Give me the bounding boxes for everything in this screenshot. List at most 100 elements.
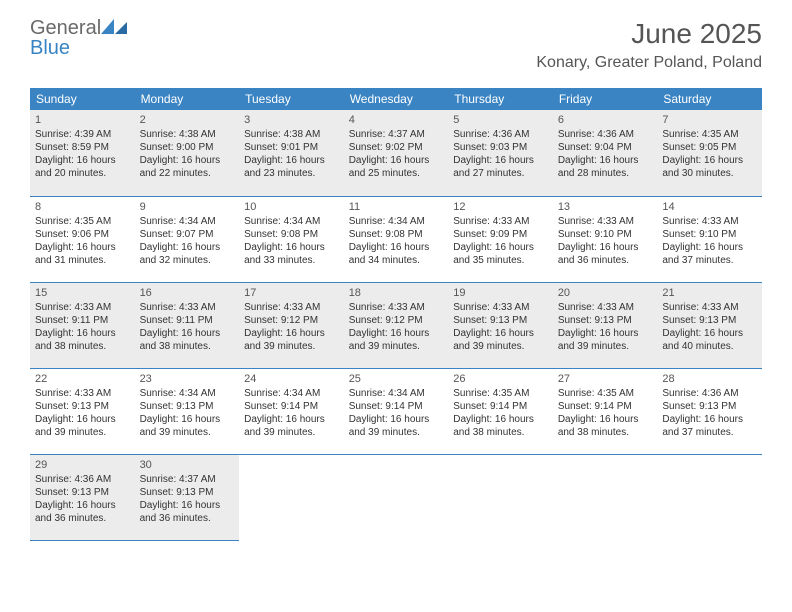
day-info-line: Daylight: 16 hours <box>558 413 653 426</box>
day-info: Sunrise: 4:39 AMSunset: 8:59 PMDaylight:… <box>35 128 130 180</box>
day-cell: 14Sunrise: 4:33 AMSunset: 9:10 PMDayligh… <box>657 196 762 282</box>
day-info-line: Sunset: 9:13 PM <box>558 314 653 327</box>
day-cell: 20Sunrise: 4:33 AMSunset: 9:13 PMDayligh… <box>553 282 658 368</box>
day-info-line: and 39 minutes. <box>558 340 653 353</box>
day-info: Sunrise: 4:34 AMSunset: 9:14 PMDaylight:… <box>349 387 444 439</box>
day-info-line: and 39 minutes. <box>349 340 444 353</box>
day-number: 20 <box>558 286 653 300</box>
day-info-line: and 32 minutes. <box>140 254 235 267</box>
calendar-week-row: 15Sunrise: 4:33 AMSunset: 9:11 PMDayligh… <box>30 282 762 368</box>
day-info-line: and 39 minutes. <box>349 426 444 439</box>
day-info-line: and 25 minutes. <box>349 167 444 180</box>
day-number: 12 <box>453 200 548 214</box>
day-info-line: Sunset: 9:03 PM <box>453 141 548 154</box>
day-info-line: Sunset: 9:06 PM <box>35 228 130 241</box>
day-info-line: Daylight: 16 hours <box>35 327 130 340</box>
day-info-line: Daylight: 16 hours <box>244 241 339 254</box>
day-info-line: Sunset: 9:00 PM <box>140 141 235 154</box>
day-info: Sunrise: 4:34 AMSunset: 9:08 PMDaylight:… <box>349 215 444 267</box>
day-cell: 3Sunrise: 4:38 AMSunset: 9:01 PMDaylight… <box>239 110 344 196</box>
day-cell: 5Sunrise: 4:36 AMSunset: 9:03 PMDaylight… <box>448 110 553 196</box>
day-cell: 30Sunrise: 4:37 AMSunset: 9:13 PMDayligh… <box>135 454 240 540</box>
day-info-line: Daylight: 16 hours <box>140 241 235 254</box>
day-info-line: and 39 minutes. <box>140 426 235 439</box>
empty-cell <box>448 454 553 540</box>
day-info-line: Sunrise: 4:33 AM <box>662 301 757 314</box>
calendar-week-row: 29Sunrise: 4:36 AMSunset: 9:13 PMDayligh… <box>30 454 762 540</box>
calendar-header-row: SundayMondayTuesdayWednesdayThursdayFrid… <box>30 88 762 110</box>
day-info-line: Sunset: 9:08 PM <box>244 228 339 241</box>
day-header: Monday <box>135 88 240 110</box>
day-number: 16 <box>140 286 235 300</box>
day-info-line: Sunrise: 4:33 AM <box>453 301 548 314</box>
day-info-line: Sunset: 9:13 PM <box>140 486 235 499</box>
day-info-line: Sunset: 9:12 PM <box>349 314 444 327</box>
day-info-line: Daylight: 16 hours <box>244 413 339 426</box>
day-info-line: and 31 minutes. <box>35 254 130 267</box>
day-info-line: Daylight: 16 hours <box>662 327 757 340</box>
location: Konary, Greater Poland, Poland <box>536 54 762 72</box>
day-cell: 10Sunrise: 4:34 AMSunset: 9:08 PMDayligh… <box>239 196 344 282</box>
empty-cell <box>239 454 344 540</box>
calendar-body: 1Sunrise: 4:39 AMSunset: 8:59 PMDaylight… <box>30 110 762 540</box>
day-info-line: Sunset: 9:10 PM <box>662 228 757 241</box>
day-info-line: Daylight: 16 hours <box>140 413 235 426</box>
logo-general: General <box>30 17 101 39</box>
day-info: Sunrise: 4:33 AMSunset: 9:13 PMDaylight:… <box>35 387 130 439</box>
calendar-week-row: 22Sunrise: 4:33 AMSunset: 9:13 PMDayligh… <box>30 368 762 454</box>
day-info: Sunrise: 4:33 AMSunset: 9:13 PMDaylight:… <box>558 301 653 353</box>
day-info: Sunrise: 4:36 AMSunset: 9:04 PMDaylight:… <box>558 128 653 180</box>
day-info-line: Sunrise: 4:37 AM <box>349 128 444 141</box>
day-info-line: and 39 minutes. <box>244 426 339 439</box>
day-cell: 21Sunrise: 4:33 AMSunset: 9:13 PMDayligh… <box>657 282 762 368</box>
day-header: Tuesday <box>239 88 344 110</box>
day-number: 18 <box>349 286 444 300</box>
day-info-line: Sunrise: 4:34 AM <box>140 387 235 400</box>
day-info: Sunrise: 4:38 AMSunset: 9:00 PMDaylight:… <box>140 128 235 180</box>
day-info-line: Sunrise: 4:33 AM <box>453 215 548 228</box>
day-cell: 28Sunrise: 4:36 AMSunset: 9:13 PMDayligh… <box>657 368 762 454</box>
day-info-line: and 38 minutes. <box>140 340 235 353</box>
day-info-line: Daylight: 16 hours <box>140 154 235 167</box>
day-info-line: Sunset: 9:14 PM <box>558 400 653 413</box>
day-cell: 9Sunrise: 4:34 AMSunset: 9:07 PMDaylight… <box>135 196 240 282</box>
day-info-line: and 37 minutes. <box>662 254 757 267</box>
day-number: 13 <box>558 200 653 214</box>
day-info: Sunrise: 4:34 AMSunset: 9:14 PMDaylight:… <box>244 387 339 439</box>
day-info-line: and 39 minutes. <box>244 340 339 353</box>
day-number: 8 <box>35 200 130 214</box>
day-info: Sunrise: 4:33 AMSunset: 9:09 PMDaylight:… <box>453 215 548 267</box>
day-info: Sunrise: 4:37 AMSunset: 9:13 PMDaylight:… <box>140 473 235 525</box>
day-info-line: Sunrise: 4:34 AM <box>244 215 339 228</box>
day-cell: 11Sunrise: 4:34 AMSunset: 9:08 PMDayligh… <box>344 196 449 282</box>
day-number: 27 <box>558 372 653 386</box>
day-info-line: Sunrise: 4:36 AM <box>35 473 130 486</box>
day-info-line: and 36 minutes. <box>140 512 235 525</box>
day-info-line: Daylight: 16 hours <box>35 499 130 512</box>
logo-text: General Blue <box>30 18 127 58</box>
calendar-week-row: 1Sunrise: 4:39 AMSunset: 8:59 PMDaylight… <box>30 110 762 196</box>
day-info-line: and 22 minutes. <box>140 167 235 180</box>
day-cell: 15Sunrise: 4:33 AMSunset: 9:11 PMDayligh… <box>30 282 135 368</box>
day-info-line: Sunset: 9:14 PM <box>453 400 548 413</box>
day-cell: 19Sunrise: 4:33 AMSunset: 9:13 PMDayligh… <box>448 282 553 368</box>
day-info-line: Daylight: 16 hours <box>558 327 653 340</box>
day-info: Sunrise: 4:33 AMSunset: 9:11 PMDaylight:… <box>140 301 235 353</box>
day-info: Sunrise: 4:33 AMSunset: 9:13 PMDaylight:… <box>453 301 548 353</box>
day-info-line: Sunrise: 4:33 AM <box>662 215 757 228</box>
day-number: 4 <box>349 113 444 127</box>
day-number: 5 <box>453 113 548 127</box>
day-info-line: Sunset: 9:13 PM <box>662 400 757 413</box>
day-info-line: Sunrise: 4:34 AM <box>140 215 235 228</box>
day-number: 3 <box>244 113 339 127</box>
day-info-line: and 40 minutes. <box>662 340 757 353</box>
day-info-line: Daylight: 16 hours <box>662 413 757 426</box>
day-info-line: Sunrise: 4:39 AM <box>35 128 130 141</box>
day-cell: 25Sunrise: 4:34 AMSunset: 9:14 PMDayligh… <box>344 368 449 454</box>
day-info: Sunrise: 4:33 AMSunset: 9:10 PMDaylight:… <box>662 215 757 267</box>
day-info-line: Sunrise: 4:33 AM <box>35 387 130 400</box>
day-info: Sunrise: 4:33 AMSunset: 9:13 PMDaylight:… <box>662 301 757 353</box>
day-info-line: Daylight: 16 hours <box>453 413 548 426</box>
day-info-line: Daylight: 16 hours <box>349 154 444 167</box>
day-info-line: Sunrise: 4:38 AM <box>140 128 235 141</box>
